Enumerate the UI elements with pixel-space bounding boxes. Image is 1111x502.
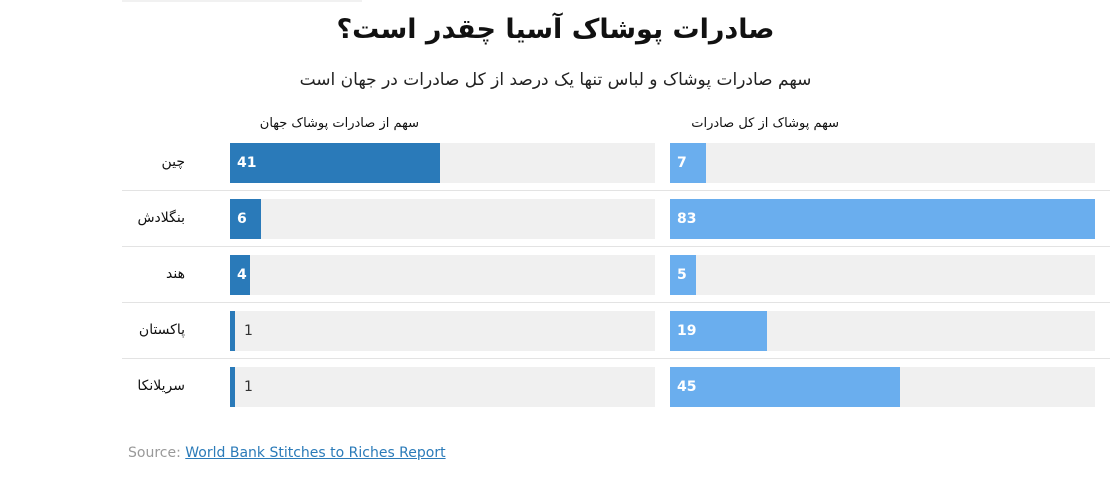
- row-divider: [122, 190, 1110, 191]
- source-label: Source:: [128, 445, 181, 461]
- bar-right: [670, 311, 767, 351]
- bar-left: [230, 199, 261, 239]
- left-column-header: سهم از صادرات پوشاک جهان: [259, 116, 419, 131]
- row-divider: [122, 246, 1110, 247]
- bar-track-left: [230, 255, 655, 295]
- category-label: سریلانکا: [137, 378, 185, 394]
- data-label-right: 5: [677, 267, 687, 283]
- data-label-right: 45: [677, 379, 697, 395]
- top-rule: [122, 0, 362, 2]
- data-label-left: 4: [237, 267, 247, 283]
- row-divider: [122, 302, 1110, 303]
- bar-right: [670, 143, 706, 183]
- data-label-left: 41: [237, 155, 257, 171]
- chart-subtitle: سهم صادرات پوشاک و لباس تنها یک درصد از …: [299, 70, 812, 90]
- bar-left: [230, 311, 235, 351]
- category-label: چین: [161, 154, 185, 170]
- data-label-left: 1: [244, 379, 253, 395]
- right-column-header: سهم پوشاک از کل صادرات: [691, 116, 839, 131]
- bar-right: [670, 367, 900, 407]
- bar-track-left: [230, 367, 655, 407]
- chart-title: صادرات پوشاک آسیا چقدر است؟: [336, 14, 775, 45]
- bar-track-left: [230, 311, 655, 351]
- data-label-right: 83: [677, 211, 697, 227]
- bar-right: [670, 199, 1095, 239]
- category-label: پاکستان: [138, 322, 185, 338]
- bar-right: [670, 255, 696, 295]
- data-label-left: 6: [237, 211, 247, 227]
- bar-track-right: [670, 143, 1095, 183]
- category-label: هند: [166, 266, 185, 282]
- source-link[interactable]: World Bank Stitches to Riches Report: [185, 445, 446, 461]
- bar-track-right: [670, 255, 1095, 295]
- bar-left: [230, 367, 235, 407]
- category-label: بنگلادش: [137, 210, 185, 226]
- bar-track-left: [230, 199, 655, 239]
- row-divider: [122, 358, 1110, 359]
- source-note: Source: World Bank Stitches to Riches Re…: [128, 445, 446, 461]
- data-label-left: 1: [244, 323, 253, 339]
- bar-left: [230, 255, 250, 295]
- bar-left: [230, 143, 440, 183]
- data-label-right: 19: [677, 323, 697, 339]
- data-label-right: 7: [677, 155, 687, 171]
